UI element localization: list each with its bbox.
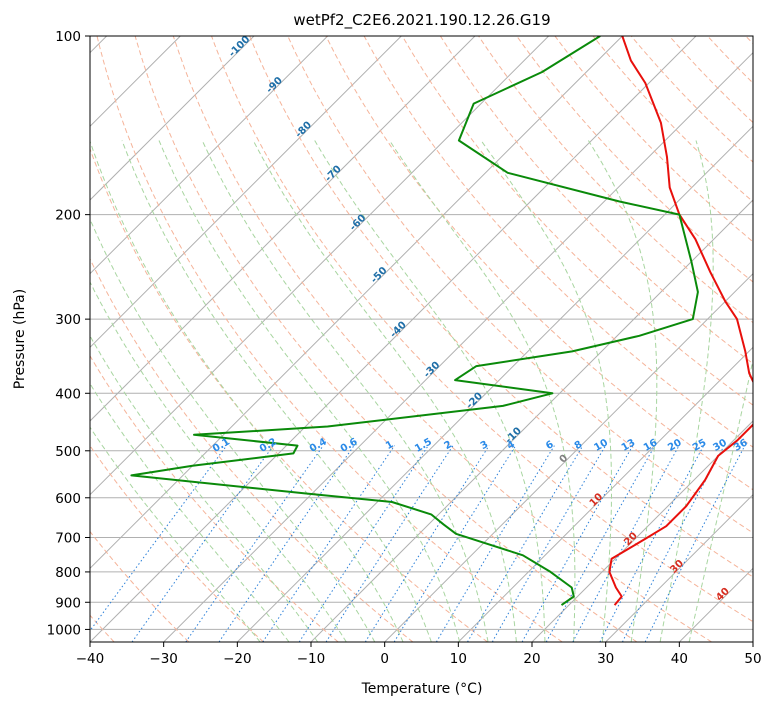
x-tick-label: −40	[76, 651, 105, 667]
y-tick-label: 500	[55, 444, 81, 460]
x-tick-label: 40	[671, 651, 688, 667]
x-tick-label: −20	[223, 651, 252, 667]
x-axis-label: Temperature (°C)	[361, 681, 483, 697]
x-tick-label: 0	[380, 651, 389, 667]
x-tick-label: 50	[744, 651, 761, 667]
chart-title: wetPf2_C2E6.2021.190.12.26.G19	[293, 11, 550, 30]
y-tick-label: 100	[55, 29, 81, 45]
y-tick-label: 300	[55, 312, 81, 328]
x-tick-label: 10	[450, 651, 467, 667]
x-tick-label: −10	[297, 651, 326, 667]
y-tick-label: 200	[55, 208, 81, 224]
x-tick-label: −30	[149, 651, 178, 667]
y-tick-label: 800	[55, 565, 81, 581]
x-tick-label: 30	[597, 651, 614, 667]
y-tick-label: 600	[55, 491, 81, 507]
y-tick-label: 1000	[47, 622, 81, 638]
x-tick-label: 20	[523, 651, 540, 667]
y-tick-label: 400	[55, 386, 81, 402]
y-axis-label: Pressure (hPa)	[12, 289, 28, 389]
y-tick-label: 900	[55, 595, 81, 611]
y-tick-label: 700	[55, 531, 81, 547]
